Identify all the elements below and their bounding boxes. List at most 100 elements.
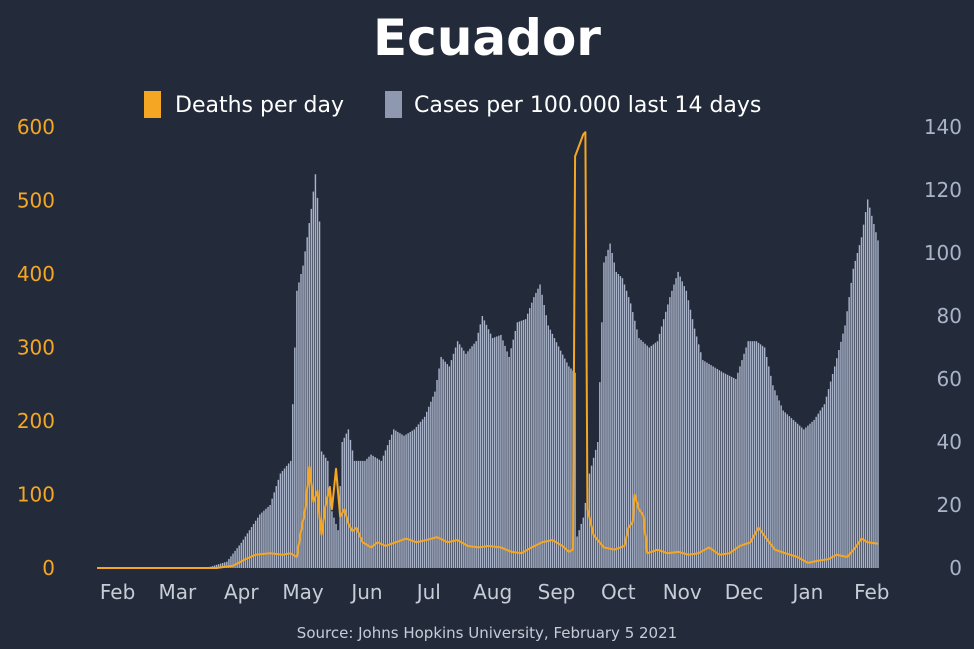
right-tick-label: 60 (937, 367, 962, 391)
cases-bar (599, 382, 601, 568)
cases-bar (380, 460, 383, 568)
cases-bar (434, 391, 436, 568)
cases-bar (621, 278, 624, 568)
cases-bar (355, 460, 358, 568)
cases-bar (712, 366, 714, 568)
cases-bar (529, 308, 531, 569)
cases-bar (277, 479, 280, 568)
cases-bar (776, 395, 778, 568)
cases-bar (524, 319, 527, 568)
cases-bar (487, 329, 490, 568)
right-tick-label: 40 (937, 430, 962, 454)
cases-bar (704, 361, 706, 568)
cases-bar (761, 345, 764, 568)
cases-bar (271, 498, 273, 568)
legend-swatch-deaths (144, 91, 161, 118)
cases-bar (730, 376, 733, 568)
cases-bar (720, 371, 723, 568)
cases-bar (320, 451, 323, 568)
cases-bar (623, 284, 626, 568)
cases-bar (224, 562, 226, 568)
cases-bar (438, 368, 440, 568)
cases-bar (714, 367, 716, 568)
cases-bar (695, 336, 698, 568)
cases-bar (862, 224, 865, 568)
cases-bar (263, 510, 265, 568)
right-tick-label: 80 (937, 304, 962, 328)
cases-bar (378, 459, 381, 568)
cases-bar (768, 366, 770, 568)
cases-bar (557, 346, 560, 568)
cases-bar (531, 302, 533, 568)
legend-swatch-cases (385, 91, 402, 118)
cases-bar (574, 372, 576, 568)
cases-bar (312, 191, 315, 568)
cases-bar (294, 347, 296, 568)
cases-bar (428, 406, 430, 568)
left-tick-label: 200 (17, 409, 55, 433)
cases-bar (475, 341, 477, 568)
cases-bar (683, 286, 686, 568)
cases-bar (376, 458, 378, 568)
cases-bar (691, 319, 694, 568)
cases-bar (615, 271, 618, 568)
x-tick-label: Sep (538, 580, 576, 604)
cases-bar (512, 339, 514, 569)
cases-bar (834, 366, 836, 568)
cases-bar (875, 232, 877, 568)
cases-bar (283, 468, 286, 568)
cases-bar (706, 362, 708, 568)
cases-bar (718, 370, 721, 568)
cases-bar (829, 381, 832, 568)
cases-bar (522, 319, 525, 568)
cases-bar (493, 337, 496, 568)
cases-bar (597, 442, 599, 568)
cases-bar (372, 455, 374, 568)
cases-bar (302, 265, 304, 568)
cases-bar (708, 363, 710, 568)
cases-bar (592, 457, 595, 568)
cases-bar (737, 372, 739, 568)
cases-bar (858, 245, 861, 569)
cases-bar (452, 353, 455, 568)
cases-bar (442, 359, 444, 568)
cases-bar (821, 407, 824, 568)
cases-bar (325, 457, 327, 568)
cases-bar (747, 341, 749, 568)
cases-bar (739, 366, 741, 568)
cases-bar (551, 333, 554, 568)
cases-bar (411, 430, 413, 568)
cases-bar (388, 439, 391, 568)
cases-bar (796, 423, 799, 568)
cases-bar (397, 431, 399, 568)
cases-bar (232, 553, 234, 568)
cases-bar (726, 374, 729, 568)
cases-bar (840, 341, 842, 568)
cases-bar (854, 260, 857, 569)
cases-bar (815, 416, 817, 568)
cases-bar (848, 297, 850, 568)
cases-bar (504, 345, 506, 568)
cases-bar (306, 237, 308, 568)
cases-bar (564, 358, 566, 568)
cases-bar (423, 416, 426, 568)
cases-bar (436, 380, 438, 568)
cases-bar (640, 339, 642, 568)
cases-bar (702, 360, 704, 568)
legend-label-cases: Cases per 100.000 last 14 days (414, 93, 761, 118)
right-tick-label: 140 (924, 115, 962, 139)
cases-bar (254, 520, 257, 568)
x-tick-label: Oct (601, 580, 636, 604)
cases-bar (650, 345, 653, 568)
cases-bar (353, 460, 356, 568)
cases-bar (803, 429, 805, 568)
cases-bar (817, 413, 819, 568)
cases-bar (873, 224, 875, 568)
cases-bar (741, 360, 743, 568)
cases-bar (279, 473, 282, 568)
cases-bar (322, 454, 325, 568)
cases-bar (722, 372, 725, 568)
legend-label-deaths: Deaths per day (175, 93, 344, 118)
x-tick-label: Mar (158, 580, 197, 604)
